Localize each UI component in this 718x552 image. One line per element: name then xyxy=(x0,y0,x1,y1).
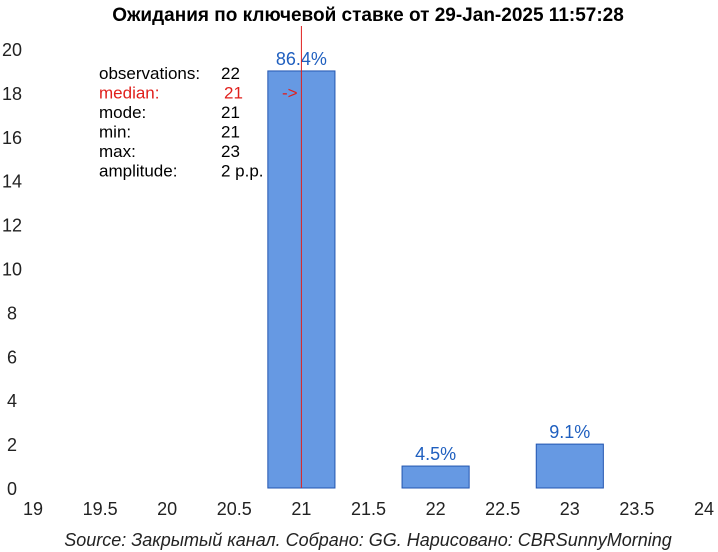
y-tick-label: 6 xyxy=(7,347,17,367)
stat-key: observations: xyxy=(99,64,200,83)
bar-value-label: 9.1% xyxy=(549,422,590,442)
x-tick-label: 22.5 xyxy=(485,499,520,519)
y-tick-label: 4 xyxy=(7,391,17,411)
x-tick-label: 21 xyxy=(291,499,311,519)
x-tick-label: 19.5 xyxy=(83,499,118,519)
median-arrow: -> xyxy=(282,84,298,103)
y-tick-label: 2 xyxy=(7,435,17,455)
x-tick-label: 20.5 xyxy=(217,499,252,519)
stat-key: amplitude: xyxy=(99,162,177,181)
stat-value: 22 xyxy=(221,64,240,83)
y-tick-label: 14 xyxy=(2,172,22,192)
y-tick-label: 8 xyxy=(7,303,17,323)
x-tick-label: 23.5 xyxy=(619,499,654,519)
x-tick-label: 19 xyxy=(23,499,43,519)
stat-key: median: xyxy=(99,84,159,103)
bar xyxy=(401,465,470,489)
stats-panel: observations: 22 median: 21 -> mode: 21 min: 21 m… xyxy=(99,64,298,181)
stat-value: 21 xyxy=(221,123,240,142)
stat-key: min: xyxy=(99,123,131,142)
x-tick-label: 23 xyxy=(560,499,580,519)
chart-title: Ожидания по ключевой ставке от 29-Jan-20… xyxy=(112,5,624,26)
y-tick-label: 0 xyxy=(7,479,17,499)
y-tick-label: 20 xyxy=(2,40,22,60)
y-tick-label: 16 xyxy=(2,128,22,148)
y-tick-label: 18 xyxy=(2,84,22,104)
x-axis: 19 19.5 20 20.5 21 21.5 22 22.5 23 23.5 24 xyxy=(23,499,714,519)
y-axis: 0 2 4 6 8 10 12 14 16 18 20 xyxy=(2,40,22,499)
y-tick-label: 12 xyxy=(2,216,22,236)
stat-key: max: xyxy=(99,142,136,161)
stat-value: 21 xyxy=(221,103,240,122)
bar xyxy=(535,443,604,489)
x-tick-label: 20 xyxy=(157,499,177,519)
stat-value: 21 xyxy=(224,84,243,103)
bars: 86.4%4.5%9.1% xyxy=(267,49,604,489)
source-caption: Source: Закрытый канал. Собрано: GG. Нар… xyxy=(64,530,672,550)
x-tick-label: 24 xyxy=(694,499,714,519)
y-tick-label: 10 xyxy=(2,260,22,280)
stat-value: 2 p.p. xyxy=(221,162,264,181)
x-tick-label: 22 xyxy=(426,499,446,519)
stat-key: mode: xyxy=(99,103,146,122)
stat-value: 23 xyxy=(221,142,240,161)
x-tick-label: 21.5 xyxy=(351,499,386,519)
bar-value-label: 4.5% xyxy=(415,444,456,464)
